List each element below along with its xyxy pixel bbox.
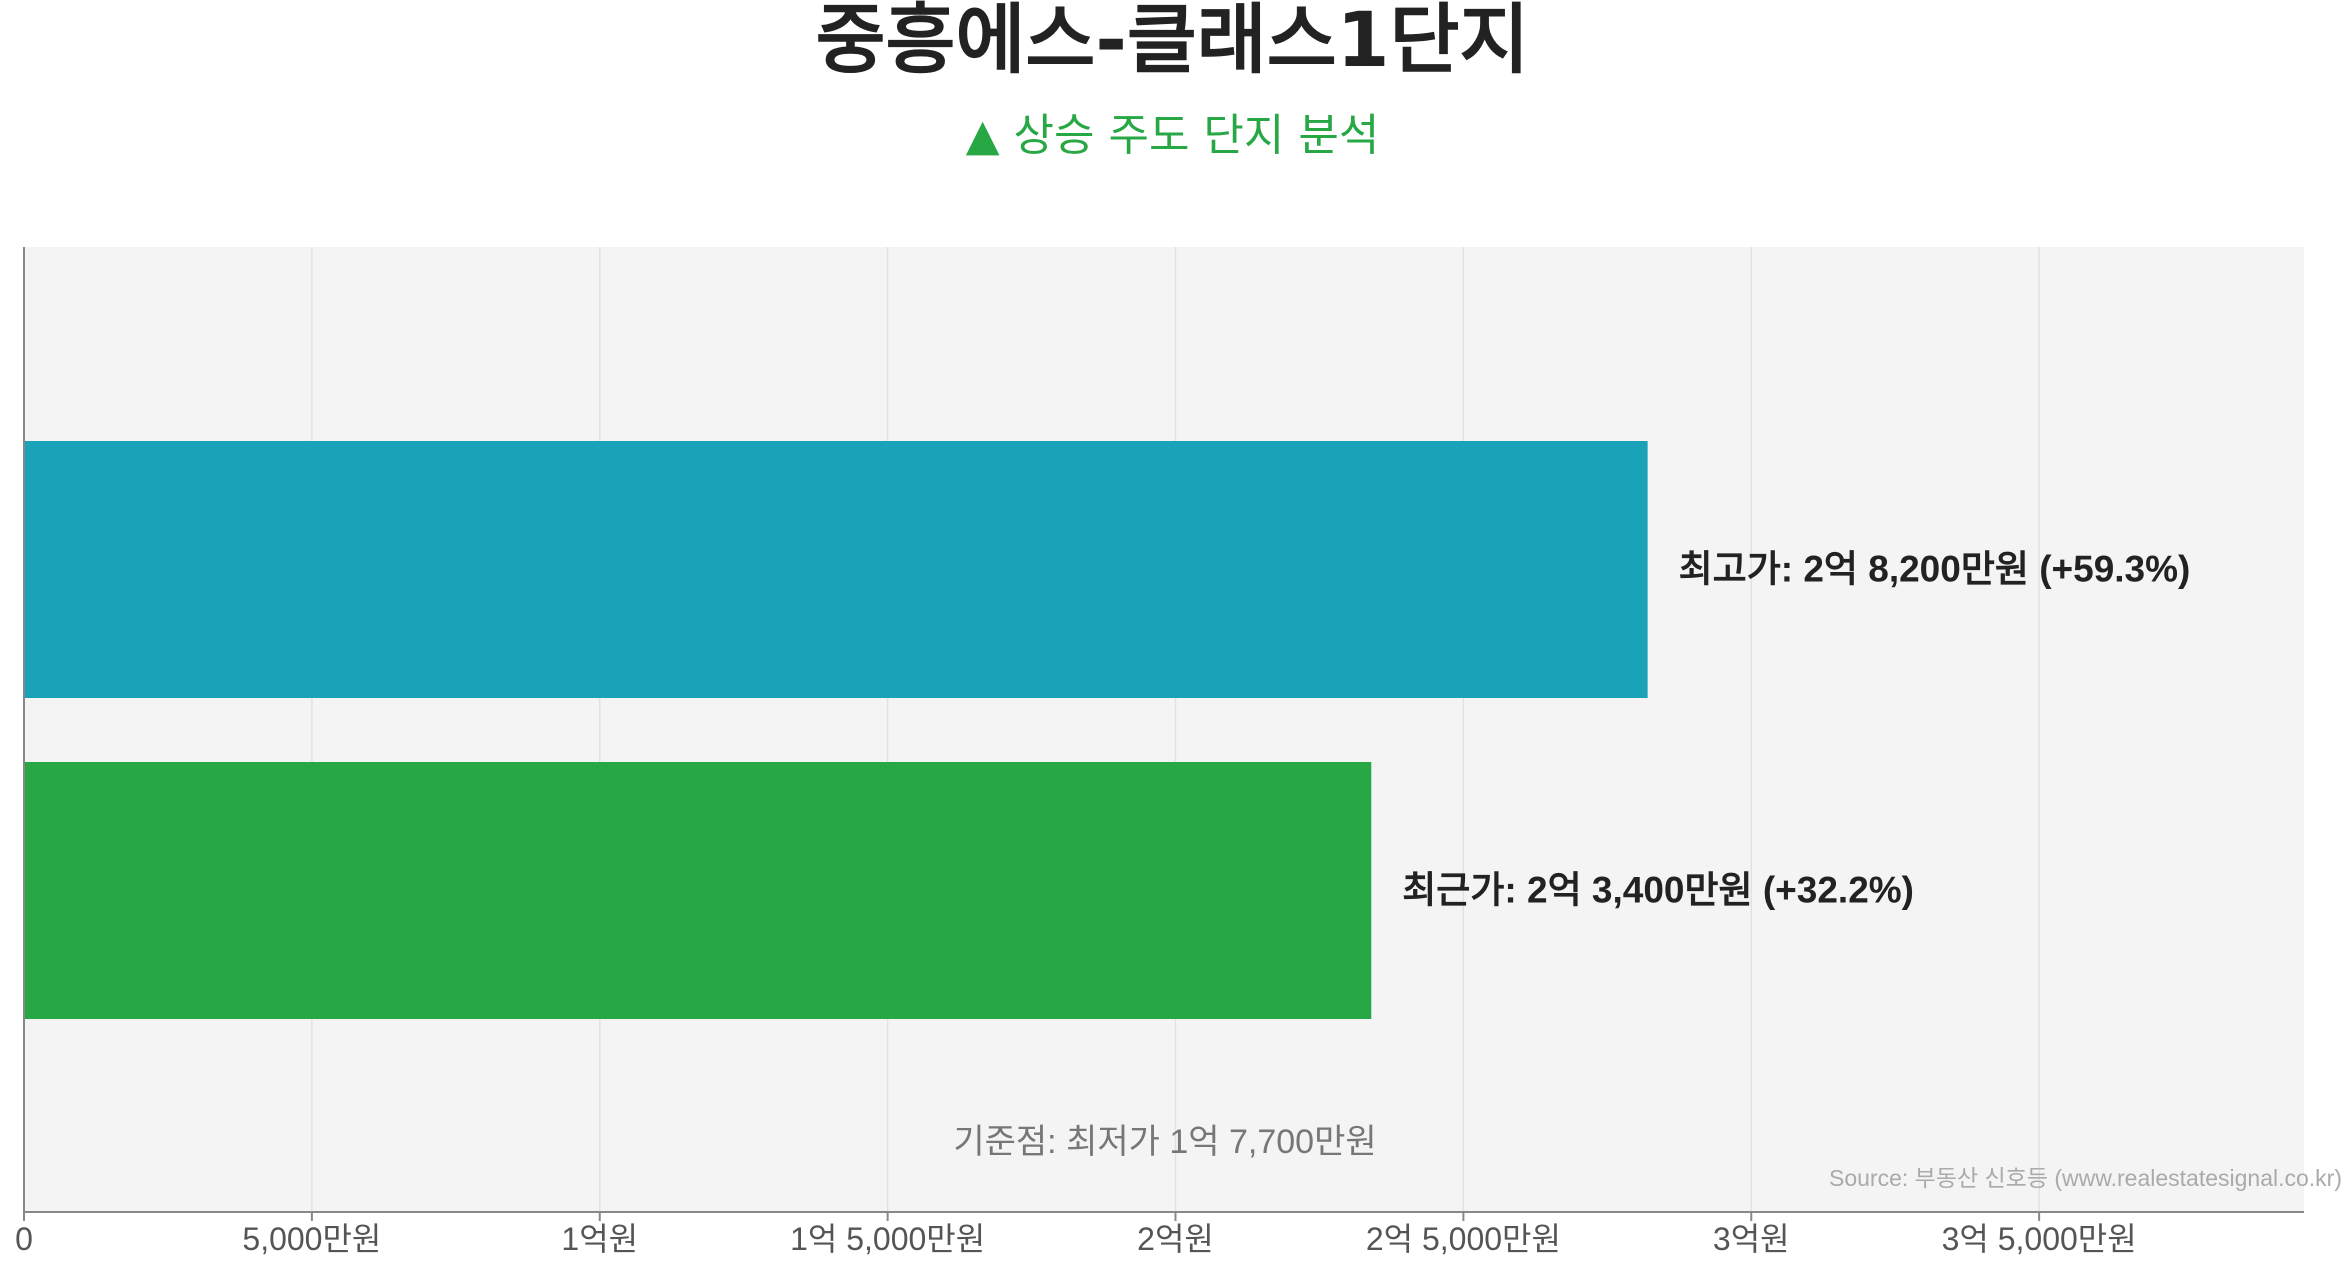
x-tick-labels: 0 5,000만원 1억원 1억 5,000만원 2억원 2억 5,000만원 3억원 3억 … [15, 1212, 2137, 1257]
x-tick-label: 3억원 [1713, 1221, 1790, 1257]
bar-label: 최고가: 2억 8,200만원 (+59.3%) [1679, 549, 2191, 590]
x-tick-label: 1억원 [561, 1221, 638, 1257]
source-note: Source: 부동산 신호등 (www.realestatesignal.co… [1829, 1165, 2342, 1191]
x-tick-label: 0 [15, 1221, 33, 1257]
x-tick-label: 5,000만원 [242, 1221, 381, 1257]
axes [23, 247, 2304, 1213]
x-tick-label: 2억 5,000만원 [1366, 1221, 1561, 1257]
bar-최고가 [24, 441, 1648, 698]
plot-area [24, 247, 2304, 1212]
bar-labels: 최고가: 2억 8,200만원 (+59.3%) 최근가: 2억 3,400만원 … [1402, 549, 2190, 911]
chart-subtitle: ▲ 상승 주도 단지 분석 [965, 110, 1380, 161]
chart-title: 중흥에스-클래스1단지 [815, 0, 1530, 84]
x-tick-label: 3억 5,000만원 [1942, 1221, 2137, 1257]
bar-최근가 [24, 762, 1372, 1019]
grid-lines [311, 247, 2040, 1212]
x-tick-label: 1억 5,000만원 [790, 1221, 985, 1257]
baseline-note: 기준점: 최저가 1억 7,700만원 [953, 1123, 1376, 1161]
bars [24, 441, 1648, 1019]
x-tick-label: 2억원 [1137, 1221, 1214, 1257]
bar-label: 최근가: 2억 3,400만원 (+32.2%) [1402, 870, 1914, 911]
